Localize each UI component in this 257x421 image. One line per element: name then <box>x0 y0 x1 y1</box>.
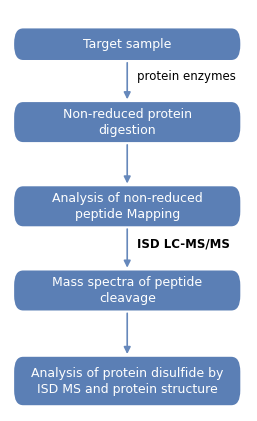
Text: ISD LC-MS/MS: ISD LC-MS/MS <box>137 238 230 250</box>
Text: Target sample: Target sample <box>83 38 171 51</box>
Text: Analysis of non-reduced
peptide Mapping: Analysis of non-reduced peptide Mapping <box>52 192 203 221</box>
FancyBboxPatch shape <box>14 102 240 142</box>
FancyBboxPatch shape <box>14 29 240 60</box>
Text: protein enzymes: protein enzymes <box>137 70 236 83</box>
Text: Non-reduced protein
digestion: Non-reduced protein digestion <box>63 108 192 136</box>
FancyBboxPatch shape <box>14 270 240 311</box>
FancyBboxPatch shape <box>14 357 240 405</box>
FancyBboxPatch shape <box>14 186 240 226</box>
Text: Mass spectra of peptide
cleavage: Mass spectra of peptide cleavage <box>52 276 202 305</box>
Text: Analysis of protein disulfide by
ISD MS and protein structure: Analysis of protein disulfide by ISD MS … <box>31 367 223 395</box>
